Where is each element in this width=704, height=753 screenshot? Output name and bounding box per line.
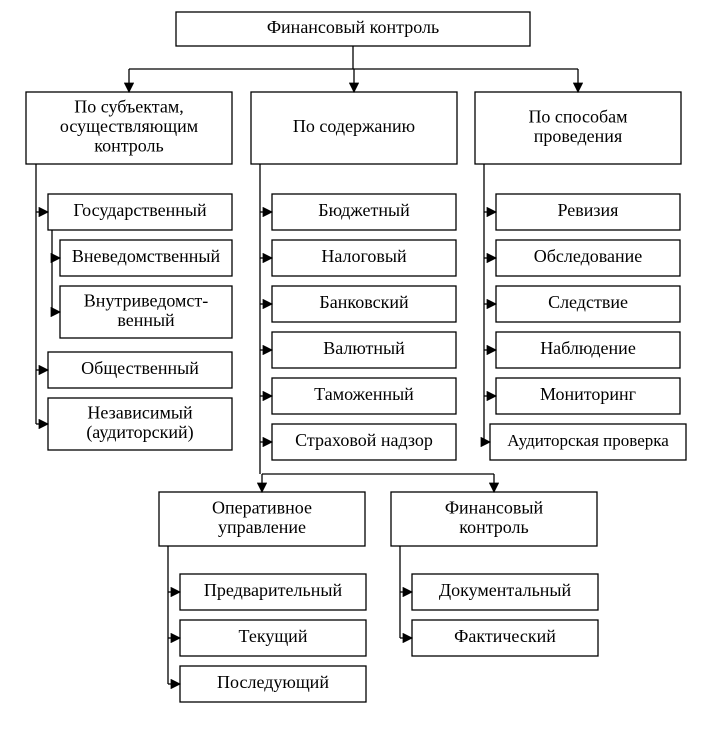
label: Оперативное — [212, 497, 312, 517]
label: Валютный — [323, 338, 405, 358]
label: Следствие — [548, 292, 628, 312]
label: Мониторинг — [540, 384, 636, 404]
label: Государственный — [73, 200, 207, 220]
label: По способам — [528, 106, 627, 126]
label: Аудиторская проверка — [507, 431, 669, 450]
label: (аудиторский) — [86, 422, 193, 443]
label: Фактический — [454, 626, 556, 646]
label: Страховой надзор — [295, 430, 433, 450]
label: Внутриведомст- — [84, 290, 209, 310]
label: Общественный — [81, 358, 199, 378]
label: Обследование — [534, 246, 643, 266]
label: проведения — [534, 126, 622, 146]
label: Банковский — [319, 292, 409, 312]
label: Налоговый — [321, 246, 407, 266]
hierarchy-diagram: Финансовый контроль По субъектам,осуществ… — [0, 0, 704, 753]
label: Последующий — [217, 672, 329, 692]
label: управление — [218, 517, 306, 537]
label: Финансовый — [445, 497, 544, 517]
label: контроль — [94, 136, 164, 156]
label: Предварительный — [204, 580, 343, 600]
label: Финансовый контроль — [267, 17, 439, 37]
label: Независимый — [87, 402, 193, 422]
label: Бюджетный — [318, 200, 410, 220]
label: Текущий — [239, 626, 308, 646]
label: Документальный — [439, 580, 572, 600]
label: венный — [117, 310, 175, 330]
label: Вневедомственный — [72, 246, 221, 266]
label: Таможенный — [314, 384, 414, 404]
label: По содержанию — [293, 116, 415, 136]
label: осуществляющим — [60, 116, 198, 136]
label: Ревизия — [558, 200, 619, 220]
label: По субъектам, — [74, 97, 184, 117]
label: Наблюдение — [540, 338, 636, 358]
label: контроль — [459, 517, 529, 537]
